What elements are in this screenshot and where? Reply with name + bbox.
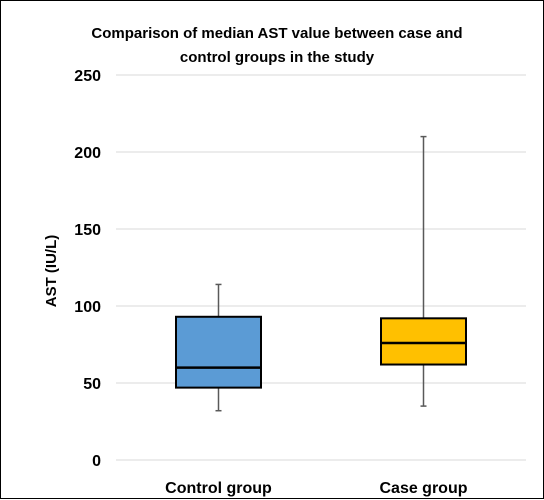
y-axis-label: AST (IU/L) — [43, 235, 60, 308]
y-tick-label: 100 — [74, 299, 101, 316]
x-category-label: Control group — [165, 480, 272, 497]
gridlines — [116, 74, 526, 461]
y-tick-label: 250 — [74, 68, 101, 85]
x-category-label: Case group — [379, 480, 467, 497]
chart-text: Comparison of median AST value between c… — [43, 25, 468, 497]
y-tick-label: 150 — [74, 222, 101, 239]
chart-title-line-2: control groups in the study — [180, 49, 375, 66]
chart-title-line-1: Comparison of median AST value between c… — [91, 25, 462, 42]
y-tick-label: 200 — [74, 145, 101, 162]
y-tick-label: 50 — [83, 376, 101, 393]
y-tick-label: 0 — [92, 453, 101, 470]
boxes — [175, 135, 467, 412]
box-control — [175, 315, 262, 389]
box-case — [380, 317, 467, 366]
